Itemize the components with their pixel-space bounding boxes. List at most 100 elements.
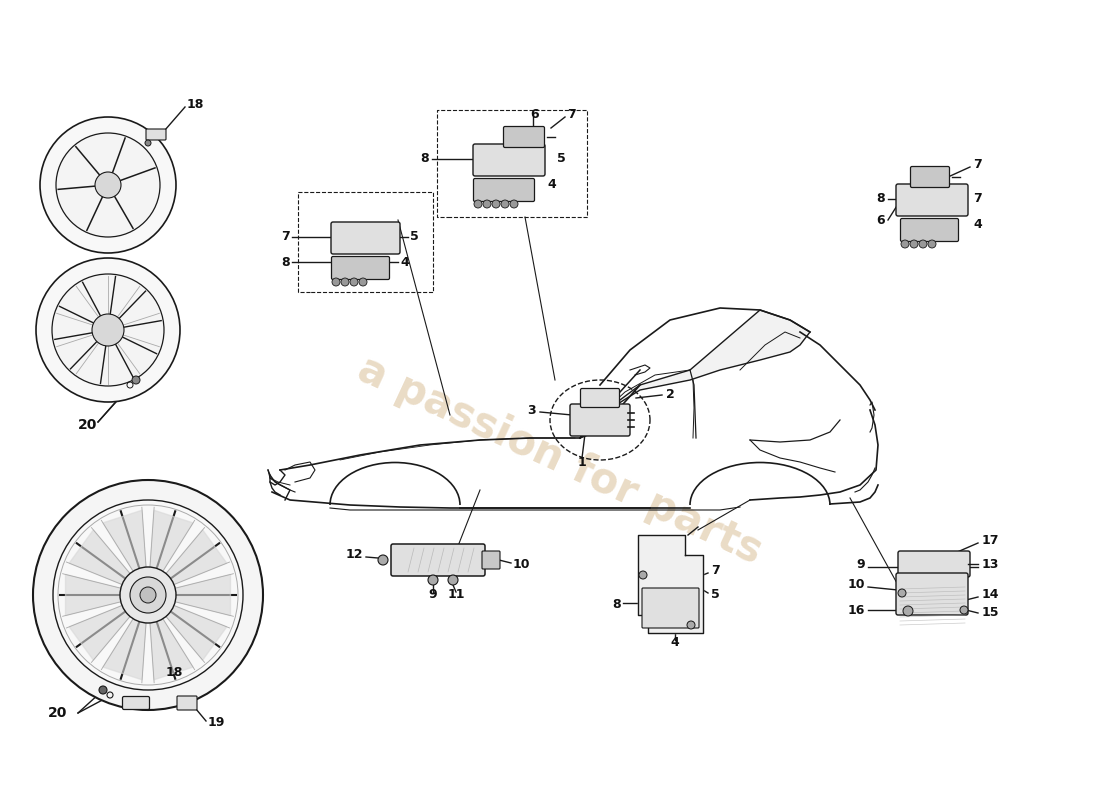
Circle shape [510,200,518,208]
Text: 5: 5 [410,230,419,243]
FancyBboxPatch shape [896,573,968,615]
Circle shape [378,555,388,565]
Circle shape [145,140,151,146]
FancyBboxPatch shape [177,696,197,710]
FancyBboxPatch shape [146,129,166,140]
Text: 20: 20 [78,418,98,432]
Text: 7: 7 [282,230,290,243]
Circle shape [483,200,491,208]
Circle shape [474,200,482,208]
Polygon shape [164,530,227,586]
Text: 12: 12 [345,549,363,562]
FancyBboxPatch shape [504,126,544,147]
FancyBboxPatch shape [642,588,698,628]
Circle shape [92,314,124,346]
Circle shape [140,587,156,603]
Circle shape [910,240,918,248]
Polygon shape [66,574,123,615]
Text: 15: 15 [982,606,1000,619]
Circle shape [898,589,906,597]
FancyBboxPatch shape [331,257,389,279]
FancyBboxPatch shape [390,544,485,576]
FancyBboxPatch shape [898,551,970,577]
Text: 3: 3 [528,403,537,417]
Text: 7: 7 [974,193,981,206]
Text: 7: 7 [711,563,719,577]
Polygon shape [69,604,132,660]
Text: 20: 20 [48,706,68,720]
FancyBboxPatch shape [570,404,630,436]
Circle shape [99,686,107,694]
FancyBboxPatch shape [122,697,150,710]
Text: 5: 5 [557,153,565,166]
Text: 18: 18 [187,98,205,111]
FancyBboxPatch shape [896,184,968,216]
Circle shape [53,500,243,690]
Text: 17: 17 [982,534,1000,546]
Text: 6: 6 [530,107,539,121]
Circle shape [960,606,968,614]
Polygon shape [150,616,192,680]
Circle shape [350,278,358,286]
Text: 4: 4 [974,218,981,230]
Text: 16: 16 [848,603,865,617]
FancyBboxPatch shape [331,222,400,254]
Circle shape [928,240,936,248]
Text: 9: 9 [429,589,438,602]
Polygon shape [103,510,146,574]
Circle shape [500,200,509,208]
Text: 4: 4 [547,178,556,190]
Text: 7: 7 [566,107,575,121]
Polygon shape [103,616,146,680]
Text: 14: 14 [982,589,1000,602]
FancyBboxPatch shape [482,551,500,569]
Text: 13: 13 [982,558,1000,571]
Text: 19: 19 [208,717,226,730]
Circle shape [40,117,176,253]
Text: 5: 5 [711,589,719,602]
Text: 9: 9 [857,558,865,571]
Text: 1: 1 [578,455,586,469]
Circle shape [492,200,500,208]
Circle shape [52,274,164,386]
Polygon shape [580,310,810,438]
Circle shape [332,278,340,286]
Circle shape [918,240,927,248]
Text: a passion for parts: a passion for parts [351,348,769,572]
Text: 8: 8 [420,153,429,166]
Text: 8: 8 [877,193,886,206]
Polygon shape [69,530,132,586]
Text: 6: 6 [877,214,886,226]
FancyBboxPatch shape [911,166,949,187]
FancyBboxPatch shape [581,389,619,407]
Circle shape [130,577,166,613]
Circle shape [95,172,121,198]
FancyBboxPatch shape [901,218,958,242]
Circle shape [341,278,349,286]
Circle shape [688,621,695,629]
Circle shape [359,278,367,286]
Text: 4: 4 [400,255,409,269]
Text: 8: 8 [613,598,621,611]
Circle shape [639,571,647,579]
Text: 10: 10 [847,578,865,591]
Text: 7: 7 [974,158,981,170]
Circle shape [428,575,438,585]
Circle shape [120,567,176,623]
Text: 8: 8 [282,255,290,269]
Text: 4: 4 [671,637,680,650]
Text: 18: 18 [166,666,184,679]
Text: 11: 11 [448,589,464,602]
Circle shape [901,240,909,248]
Polygon shape [164,604,227,660]
Polygon shape [150,510,192,574]
Circle shape [132,376,140,384]
Text: 10: 10 [513,558,530,571]
Polygon shape [638,535,703,633]
Circle shape [56,133,160,237]
FancyBboxPatch shape [473,144,544,176]
Polygon shape [173,574,231,615]
Circle shape [33,480,263,710]
Circle shape [448,575,458,585]
FancyBboxPatch shape [473,178,535,202]
